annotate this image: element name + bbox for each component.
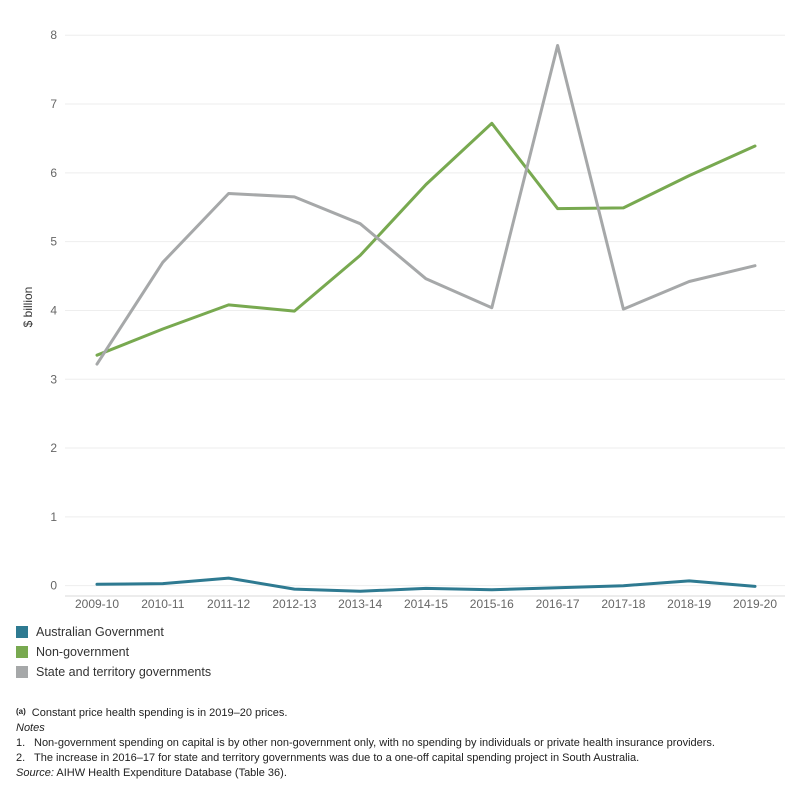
source: Source: AIHW Health Expenditure Database… bbox=[16, 766, 786, 781]
footnote-marker: (a) bbox=[16, 707, 26, 716]
series-line-state-and-territory-governments[interactable] bbox=[95, 44, 757, 366]
x-tick-label: 2015-16 bbox=[470, 597, 514, 611]
footnote-a: (a) Constant price health spending is in … bbox=[16, 706, 786, 721]
legend-swatch bbox=[16, 666, 28, 678]
y-tick-label: 1 bbox=[50, 510, 57, 524]
note-2-text: The increase in 2016–17 for state and te… bbox=[34, 752, 640, 764]
x-tick-label: 2012-13 bbox=[272, 597, 316, 611]
legend-item-non-government[interactable]: Non-government bbox=[16, 642, 211, 662]
footnote-a-text: Constant price health spending is in 201… bbox=[31, 707, 288, 719]
y-tick-label: 5 bbox=[50, 235, 57, 249]
legend-item-australian-government[interactable]: Australian Government bbox=[16, 622, 211, 642]
legend-item-state-territory[interactable]: State and territory governments bbox=[16, 662, 211, 682]
x-tick-label: 2018-19 bbox=[667, 597, 711, 611]
legend-label: Australian Government bbox=[36, 625, 164, 639]
note-2: 2. The increase in 2016–17 for state and … bbox=[16, 751, 786, 766]
notes-heading: Notes bbox=[16, 722, 45, 734]
x-tick-label: 2013-14 bbox=[338, 597, 382, 611]
y-tick-label: 7 bbox=[50, 97, 57, 111]
legend-swatch bbox=[16, 626, 28, 638]
series-line-non-government[interactable] bbox=[95, 121, 757, 357]
series-line-australian-government[interactable] bbox=[95, 576, 757, 593]
source-label: Source: bbox=[16, 767, 54, 779]
note-number: 1. bbox=[16, 737, 26, 749]
x-axis-ticks: 2009-10 2010-11 2011-12 2012-13 2013-14 2014-… bbox=[75, 597, 777, 611]
y-tick-label: 6 bbox=[50, 166, 57, 180]
x-tick-label: 2010-11 bbox=[141, 597, 184, 611]
y-axis-label: $ billion bbox=[21, 287, 35, 328]
footnotes: (a) Constant price health spending is in … bbox=[16, 706, 786, 781]
y-tick-label: 8 bbox=[50, 28, 57, 42]
x-tick-label: 2009-10 bbox=[75, 597, 119, 611]
x-tick-label: 2014-15 bbox=[404, 597, 448, 611]
x-tick-label: 2011-12 bbox=[207, 597, 250, 611]
source-text: AIHW Health Expenditure Database (Table … bbox=[53, 767, 287, 779]
x-tick-label: 2019-20 bbox=[733, 597, 777, 611]
legend-label: State and territory governments bbox=[36, 665, 212, 679]
gridlines bbox=[65, 34, 785, 597]
y-tick-label: 2 bbox=[50, 441, 57, 455]
x-tick-label: 2017-18 bbox=[601, 597, 645, 611]
legend-label: Non-government bbox=[36, 645, 130, 659]
note-1: 1. Non-government spending on capital is … bbox=[16, 736, 786, 751]
legend-swatch bbox=[16, 646, 28, 658]
series-lines bbox=[95, 44, 757, 593]
x-tick-label: 2016-17 bbox=[536, 597, 580, 611]
y-axis-ticks: 0 1 2 3 4 5 6 7 8 bbox=[50, 28, 57, 592]
legend: Australian Government Non-government Sta… bbox=[16, 622, 211, 682]
note-number: 2. bbox=[16, 752, 26, 764]
y-tick-label: 4 bbox=[50, 303, 57, 317]
y-tick-label: 0 bbox=[50, 579, 57, 593]
note-1-text: Non-government spending on capital is by… bbox=[34, 737, 715, 749]
y-tick-label: 3 bbox=[50, 372, 57, 386]
